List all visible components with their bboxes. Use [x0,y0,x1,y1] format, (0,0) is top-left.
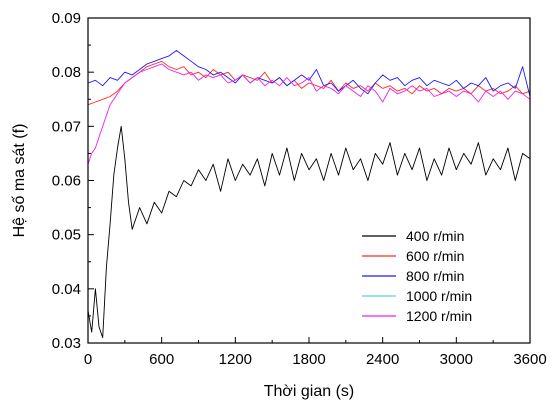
legend-label: 800 r/min [406,268,464,284]
y-tick-label: 0.05 [52,227,81,244]
legend-label: 1000 r/min [406,288,472,304]
x-tick-label: 3600 [513,351,546,368]
y-tick-label: 0.06 [52,173,81,190]
x-axis-title: Thời gian (s) [264,383,355,400]
x-tick-label: 2400 [366,351,399,368]
legend-label: 1200 r/min [406,308,472,324]
x-tick-label: 1800 [292,351,325,368]
legend-label: 400 r/min [406,228,464,244]
x-tick-label: 600 [149,351,174,368]
y-tick-label: 0.03 [52,335,81,352]
series-line-4 [87,63,531,165]
y-tick-label: 0.07 [52,118,81,135]
y-tick-label: 0.08 [52,64,81,81]
y-tick-label: 0.09 [52,10,81,27]
series-line-0 [87,125,531,339]
x-tick-label: 0 [84,351,92,368]
series-line-1 [87,60,531,106]
legend: 400 r/min 600 r/min 800 r/min 1000 r/min 120… [362,228,472,324]
x-tick-label: 1200 [219,351,252,368]
plot-lines [87,50,531,339]
y-axis-title: Hệ số ma sát (f) [11,124,28,238]
series-line-2 [87,50,531,97]
legend-label: 600 r/min [406,248,464,264]
x-tick-label: 3000 [440,351,473,368]
axis-ticks: 0 600 1200 1800 2400 3000 3600 0.03 0.04 0.05 0.06… [52,10,547,368]
y-tick-label: 0.04 [52,281,81,298]
